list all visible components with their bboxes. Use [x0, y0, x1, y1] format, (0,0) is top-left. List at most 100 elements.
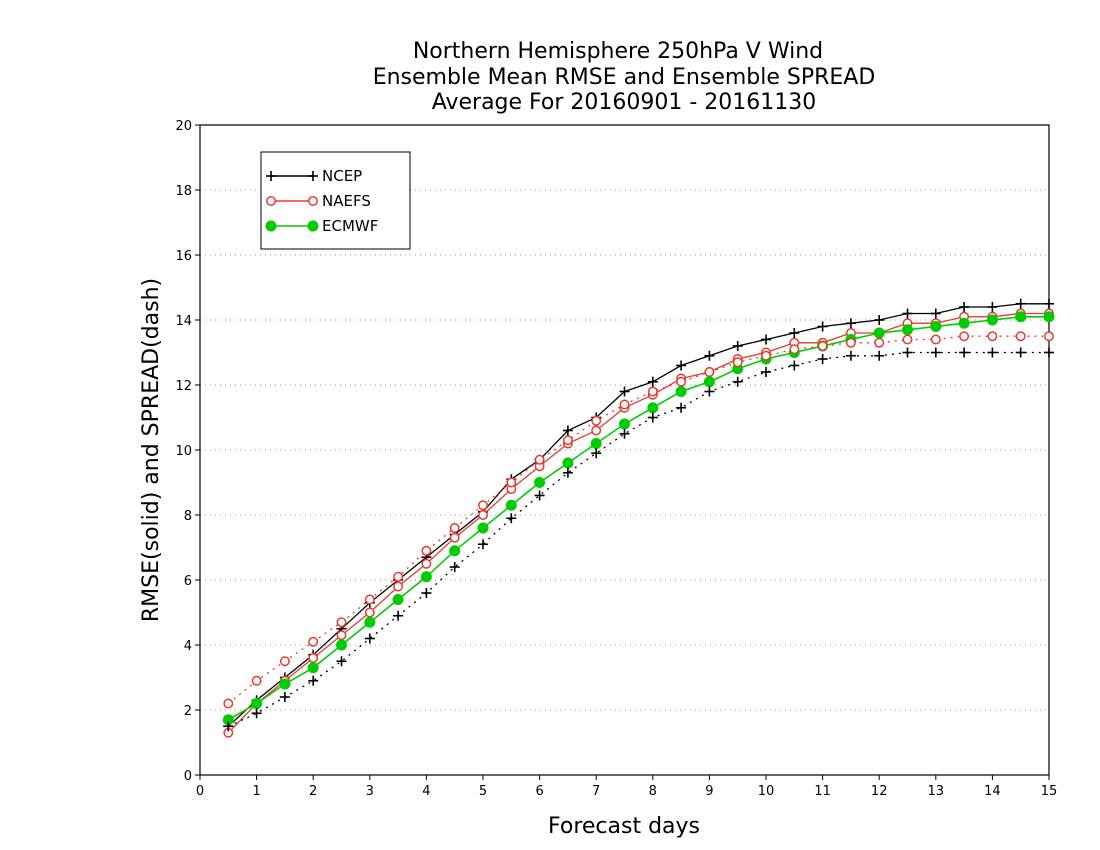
legend-marker	[266, 196, 276, 206]
data-point	[364, 633, 375, 644]
data-point	[279, 656, 290, 667]
data-point	[421, 545, 432, 556]
data-point	[449, 545, 461, 557]
data-point	[336, 639, 347, 651]
data-point	[789, 344, 800, 355]
data-point	[506, 513, 517, 524]
xtick-label-9: 9	[705, 784, 713, 799]
data-point	[449, 523, 460, 533]
legend-item-ncep: NCEP	[266, 167, 362, 185]
data-point	[647, 412, 658, 423]
legend-marker	[308, 171, 318, 181]
xtick-label-3: 3	[366, 784, 374, 799]
ytick-label-10: 10	[175, 444, 192, 459]
data-point	[364, 594, 375, 605]
data-point	[619, 418, 630, 430]
data-point	[845, 318, 856, 329]
data-point	[647, 402, 659, 414]
legend-marker	[307, 220, 319, 232]
data-point	[817, 354, 828, 364]
data-point	[817, 321, 828, 332]
series-line	[227, 312, 1049, 734]
data-point	[478, 510, 488, 520]
data-point	[987, 331, 998, 342]
series-ncep-spread	[223, 347, 1054, 732]
data-point	[959, 302, 970, 312]
data-point	[393, 610, 404, 621]
data-point	[223, 698, 234, 709]
data-point	[364, 607, 375, 618]
data-point	[421, 558, 432, 569]
data-point	[591, 448, 602, 459]
data-point	[704, 350, 715, 361]
xtick-label-7: 7	[592, 784, 600, 799]
data-point	[308, 636, 319, 647]
data-point	[902, 308, 913, 319]
data-point	[1044, 331, 1054, 342]
data-point	[619, 399, 630, 410]
data-point	[817, 341, 828, 351]
chart-title-line-2: Ensemble Mean RMSE and Ensemble SPREAD	[373, 65, 876, 90]
ytick-label-14: 14	[175, 314, 192, 329]
data-point	[449, 532, 460, 543]
data-point	[251, 675, 262, 686]
x-axis-ticks: 0 1 2 3 4 5 6 7 8 9 10 11 12 13 14 15	[196, 775, 1057, 799]
series-line	[227, 315, 1049, 721]
data-point	[336, 617, 347, 628]
data-point	[308, 675, 319, 686]
data-point	[845, 350, 856, 361]
series-neafs-spread	[223, 331, 1054, 709]
legend-marker	[266, 171, 276, 181]
data-point	[958, 317, 970, 329]
data-point	[420, 571, 432, 583]
data-point	[703, 376, 715, 388]
data-point	[1015, 311, 1027, 323]
chart-title-line-3: Average For 20160901 - 20161130	[432, 90, 817, 115]
data-point	[421, 588, 432, 598]
data-point	[647, 386, 658, 397]
data-point	[308, 653, 319, 663]
data-point	[987, 302, 998, 312]
series-ncep-rmse	[223, 298, 1054, 732]
data-point	[930, 334, 941, 345]
y-axis-ticks: 0 2 4 6 8 10 12 14 16 18 20	[175, 119, 200, 784]
legend-item-naefs: NAEFS	[266, 192, 371, 210]
series-line	[228, 351, 1049, 727]
xtick-label-11: 11	[814, 784, 831, 799]
data-point	[930, 308, 941, 319]
data-point	[307, 662, 319, 674]
chart-title-line-1: Northern Hemisphere 250hPa V Wind	[413, 39, 823, 64]
data-point	[704, 367, 715, 377]
data-point	[676, 376, 687, 387]
legend-label: NCEP	[322, 167, 362, 185]
grid-lines	[200, 189, 1049, 711]
data-point	[279, 678, 291, 690]
data-point	[478, 500, 488, 511]
xtick-label-4: 4	[422, 784, 430, 799]
data-point	[279, 692, 290, 702]
xtick-label-2: 2	[309, 784, 317, 799]
data-point	[478, 539, 488, 550]
data-point	[449, 562, 460, 572]
legend-label: ECMWF	[322, 217, 378, 235]
series-neafs-rmse	[223, 308, 1054, 738]
xtick-label-6: 6	[535, 784, 543, 799]
data-point	[251, 698, 263, 709]
data-point	[619, 386, 630, 397]
data-point	[534, 477, 546, 488]
xtick-label-14: 14	[984, 784, 1001, 799]
data-point	[591, 425, 602, 436]
data-point	[761, 367, 771, 377]
data-point	[364, 616, 376, 628]
data-point	[590, 438, 602, 449]
y-axis-title: RMSE(solid) and SPREAD(dash)	[139, 278, 164, 622]
data-point	[902, 334, 913, 345]
data-point	[704, 386, 715, 397]
xtick-label-0: 0	[196, 784, 204, 799]
data-point	[1044, 347, 1054, 358]
data-point	[676, 402, 687, 413]
data-point	[619, 428, 630, 439]
series-ecmwf-rmse	[222, 311, 1055, 726]
data-point	[647, 376, 658, 387]
data-point	[676, 360, 687, 371]
